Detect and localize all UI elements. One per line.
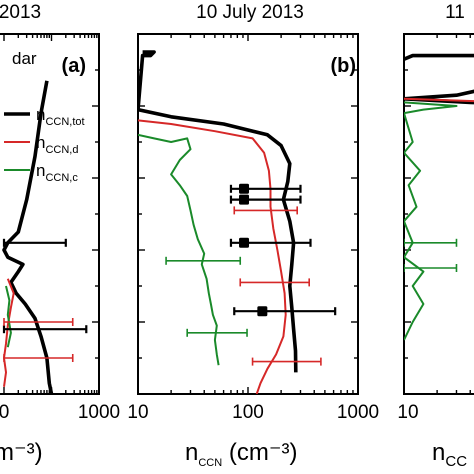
series-line bbox=[3, 278, 15, 387]
error-bar bbox=[233, 307, 337, 316]
x-tick-label: 0 bbox=[0, 402, 9, 423]
plot-frame bbox=[403, 33, 474, 395]
x-tick-label: 1000 bbox=[337, 402, 379, 423]
error-bar bbox=[239, 278, 310, 287]
panel-c-x-axis-label: nCC bbox=[432, 439, 467, 470]
plot-content bbox=[404, 53, 474, 341]
data-marker bbox=[257, 306, 268, 317]
error-bar bbox=[165, 256, 242, 265]
legend-label: nCCN,tot bbox=[36, 105, 85, 128]
panel-c: 11 10 nCC bbox=[397, 2, 474, 470]
series-line bbox=[404, 53, 474, 105]
panel-b: 10 July 2013 (b) 10 100 1000 nCCN (cm⁻³) bbox=[127, 2, 379, 469]
panel-c-plot bbox=[403, 33, 474, 395]
panel-c-title: 11 bbox=[445, 2, 465, 23]
series-line bbox=[404, 97, 474, 103]
panel-a-label: (a) bbox=[62, 55, 86, 77]
panel-a-x-axis-label: m⁻³) bbox=[0, 439, 43, 466]
error-bar bbox=[2, 325, 88, 334]
error-bar bbox=[251, 357, 322, 366]
series-line bbox=[404, 101, 458, 341]
x-tick-label: 1000 bbox=[78, 402, 120, 423]
series-line bbox=[2, 80, 54, 394]
panel-b-title: 10 July 2013 bbox=[196, 2, 304, 23]
data-marker bbox=[239, 237, 250, 248]
error-bar bbox=[2, 238, 67, 247]
legend: dar nCCN,tot nCCN,d nCCN,c bbox=[4, 49, 85, 184]
legend-label: nCCN,c bbox=[36, 161, 78, 184]
error-bar bbox=[3, 318, 74, 326]
legend-label: nCCN,d bbox=[36, 133, 78, 156]
plot-frame bbox=[137, 33, 359, 395]
plot-frame bbox=[0, 33, 100, 395]
panel-b-label: (b) bbox=[330, 55, 356, 77]
series-line bbox=[138, 50, 298, 373]
panel-a-title: 2013 bbox=[0, 2, 41, 23]
x-tick-label: 10 bbox=[127, 402, 148, 423]
x-tick-label: 100 bbox=[232, 402, 264, 423]
data-marker bbox=[239, 194, 250, 205]
plot-content bbox=[2, 80, 88, 394]
error-bar bbox=[404, 238, 458, 247]
error-bar bbox=[233, 206, 298, 215]
series-line bbox=[138, 133, 220, 366]
plot-content bbox=[138, 50, 337, 394]
series-line bbox=[5, 285, 12, 348]
panel-b-x-axis-label: nCCN (cm⁻³) bbox=[185, 439, 298, 469]
error-bar bbox=[404, 264, 458, 272]
data-marker bbox=[239, 183, 250, 194]
error-bar bbox=[3, 354, 74, 362]
series-line bbox=[138, 119, 287, 394]
legend-label: dar bbox=[12, 49, 37, 68]
x-tick-label: 10 bbox=[397, 402, 418, 423]
panel-b-plot bbox=[137, 33, 359, 395]
error-bar bbox=[186, 328, 248, 337]
panel-a-plot bbox=[0, 33, 100, 395]
